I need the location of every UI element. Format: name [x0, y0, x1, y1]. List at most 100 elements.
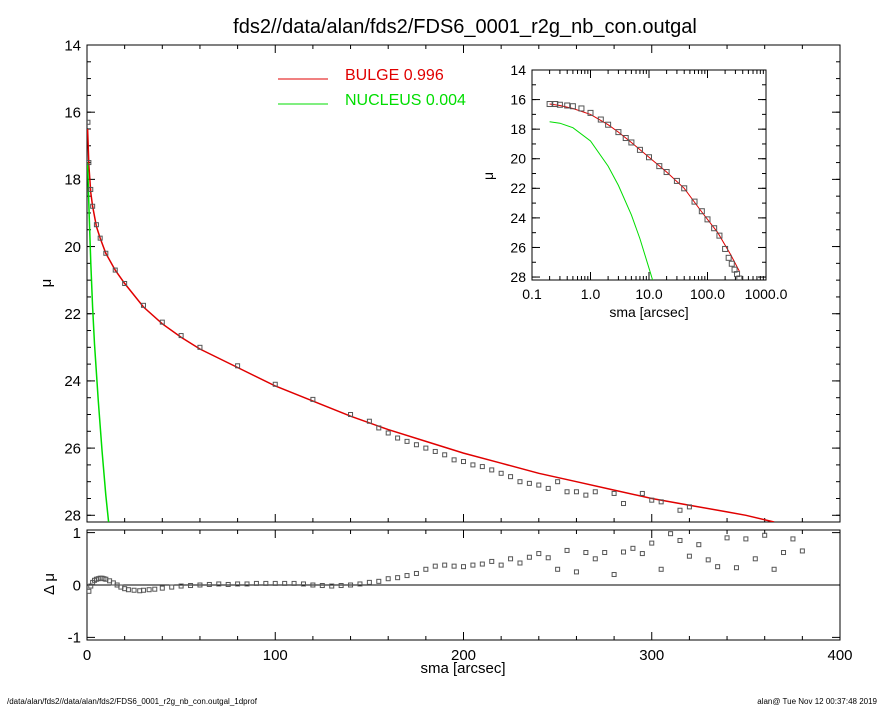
- g-main-data-point: [526, 480, 532, 486]
- g-resid-data-point: [564, 547, 570, 553]
- g-inset-data-point: [622, 135, 629, 142]
- g-main-data-point: [87, 160, 92, 166]
- g-resid-data-point: [423, 566, 429, 572]
- g-main-data-point: [545, 485, 551, 491]
- g-resid-series: [87, 531, 805, 594]
- g-inset-data-point: [569, 103, 576, 110]
- footer-file-path: /data/alan/fds2//data/alan/fds2/FDS6_000…: [7, 697, 257, 706]
- g-main-data-point: [432, 448, 438, 454]
- g-inset-data-point: [716, 232, 723, 239]
- g-resid-data-point: [159, 585, 165, 591]
- g-main-data-point: [97, 235, 103, 241]
- g-main-data-point: [178, 333, 184, 339]
- g-resid-data-point: [611, 572, 617, 578]
- g-resid-data-point: [762, 532, 768, 538]
- g-main-data-point: [461, 459, 466, 465]
- g-inset-ytick-label: 16: [510, 91, 526, 107]
- g-main-data-point: [90, 203, 96, 209]
- g-resid-data-point: [668, 531, 674, 537]
- g-resid-data-point: [125, 587, 131, 593]
- g-main-data-point: [423, 445, 429, 451]
- g-main-data-point: [197, 344, 203, 350]
- g-inset-ytick-label: 22: [510, 180, 526, 196]
- g-main-data-point: [517, 479, 523, 485]
- g-main-data-point: [451, 457, 457, 463]
- g-resid-data-point: [639, 551, 645, 557]
- g-resid-data-point: [602, 550, 608, 556]
- g-inset-data-point: [615, 129, 622, 136]
- g-main-data-point: [498, 470, 504, 476]
- g-inset-xtick-label: 0.1: [522, 286, 542, 302]
- main-plot: 14 16 18 20 22 24 26 28: [64, 37, 841, 525]
- g-resid-ytick-label: -1: [68, 630, 81, 647]
- g-main-ytick-label: 20: [64, 239, 81, 256]
- g-main-data-point: [112, 267, 118, 273]
- g-inset-data-point: [725, 254, 732, 261]
- g-resid-data-point: [272, 580, 278, 586]
- g-resid-data-point: [235, 581, 241, 587]
- g-resid-data-point: [188, 583, 194, 589]
- g-resid-data-point: [573, 569, 579, 575]
- g-inset-ytick-label: 28: [510, 269, 526, 285]
- g-resid-data-point: [470, 562, 476, 568]
- g-resid-data-point: [583, 550, 589, 556]
- g-main-frame: [86, 44, 841, 523]
- g-resid-data-point: [715, 564, 721, 570]
- g-main-data-point: [88, 186, 94, 192]
- g-main-ytick-label: 26: [64, 440, 81, 457]
- g-resid-data-point: [724, 535, 730, 541]
- g-inset-ytick-label: 26: [510, 239, 526, 255]
- g-resid-xtick-label: 200: [451, 647, 476, 664]
- g-main-data-point: [413, 442, 419, 448]
- legend-nucleus-label: NUCLEUS 0.004: [345, 92, 466, 109]
- g-resid-data-point: [658, 566, 664, 572]
- g-inset-data-point: [722, 245, 729, 252]
- g-resid-data-point: [545, 555, 551, 561]
- g-inset-xtick-label: 1.0: [581, 286, 601, 302]
- g-resid-data-point: [517, 560, 523, 566]
- g-inset-xtick-label: 100.0: [690, 286, 725, 302]
- g-resid-data-point: [799, 548, 805, 554]
- g-inset-xtick-label: 10.0: [635, 286, 662, 302]
- g-resid-data-point: [781, 550, 787, 556]
- g-main-data-point: [677, 507, 683, 513]
- g-main-data-point: [536, 482, 542, 488]
- g-inset-data-point: [564, 102, 571, 109]
- g-main-data-point: [592, 489, 598, 495]
- g-resid-data-point: [404, 573, 410, 579]
- g-main-data-point: [103, 250, 109, 256]
- inset-y-axis-label: μ: [480, 172, 496, 180]
- legend-bulge-label: BULGE 0.996: [345, 67, 444, 84]
- g-inset-data-point: [663, 169, 670, 176]
- g-resid-data-point: [395, 575, 401, 581]
- g-resid-data-point: [244, 581, 250, 587]
- g-inset-bulge-line: [549, 103, 740, 272]
- g-resid-data-point: [432, 563, 438, 569]
- g-main-data-point: [489, 467, 495, 473]
- g-resid-data-point: [649, 540, 655, 546]
- g-inset-data-point: [646, 154, 652, 161]
- chart-title: fds2//data/alan/fds2/FDS6_0001_r2g_nb_co…: [233, 16, 697, 38]
- g-main-data-point: [122, 281, 128, 286]
- g-resid-data-point: [178, 583, 184, 589]
- g-inset-data-point: [587, 109, 594, 116]
- g-inset-data-point: [691, 198, 698, 205]
- g-resid-data-point: [677, 537, 683, 543]
- g-main-data-point: [404, 438, 410, 444]
- g-resid-data-point: [140, 587, 146, 593]
- g-resid-data-point: [197, 582, 203, 588]
- g-main-data-point: [159, 319, 165, 325]
- g-main-data-point: [272, 381, 278, 387]
- g-main-data-point: [508, 474, 514, 480]
- g-main-data-point: [658, 499, 664, 505]
- g-main-data-point: [442, 452, 448, 458]
- g-resid-data-point: [621, 549, 627, 555]
- g-resid-data-point: [146, 587, 152, 593]
- g-inset-data-point: [636, 146, 643, 153]
- g-inset-data-point: [673, 177, 680, 184]
- g-main-data-point: [564, 489, 570, 495]
- g-resid-data-point: [216, 581, 222, 587]
- g-resid-ytick-label: 1: [73, 525, 81, 542]
